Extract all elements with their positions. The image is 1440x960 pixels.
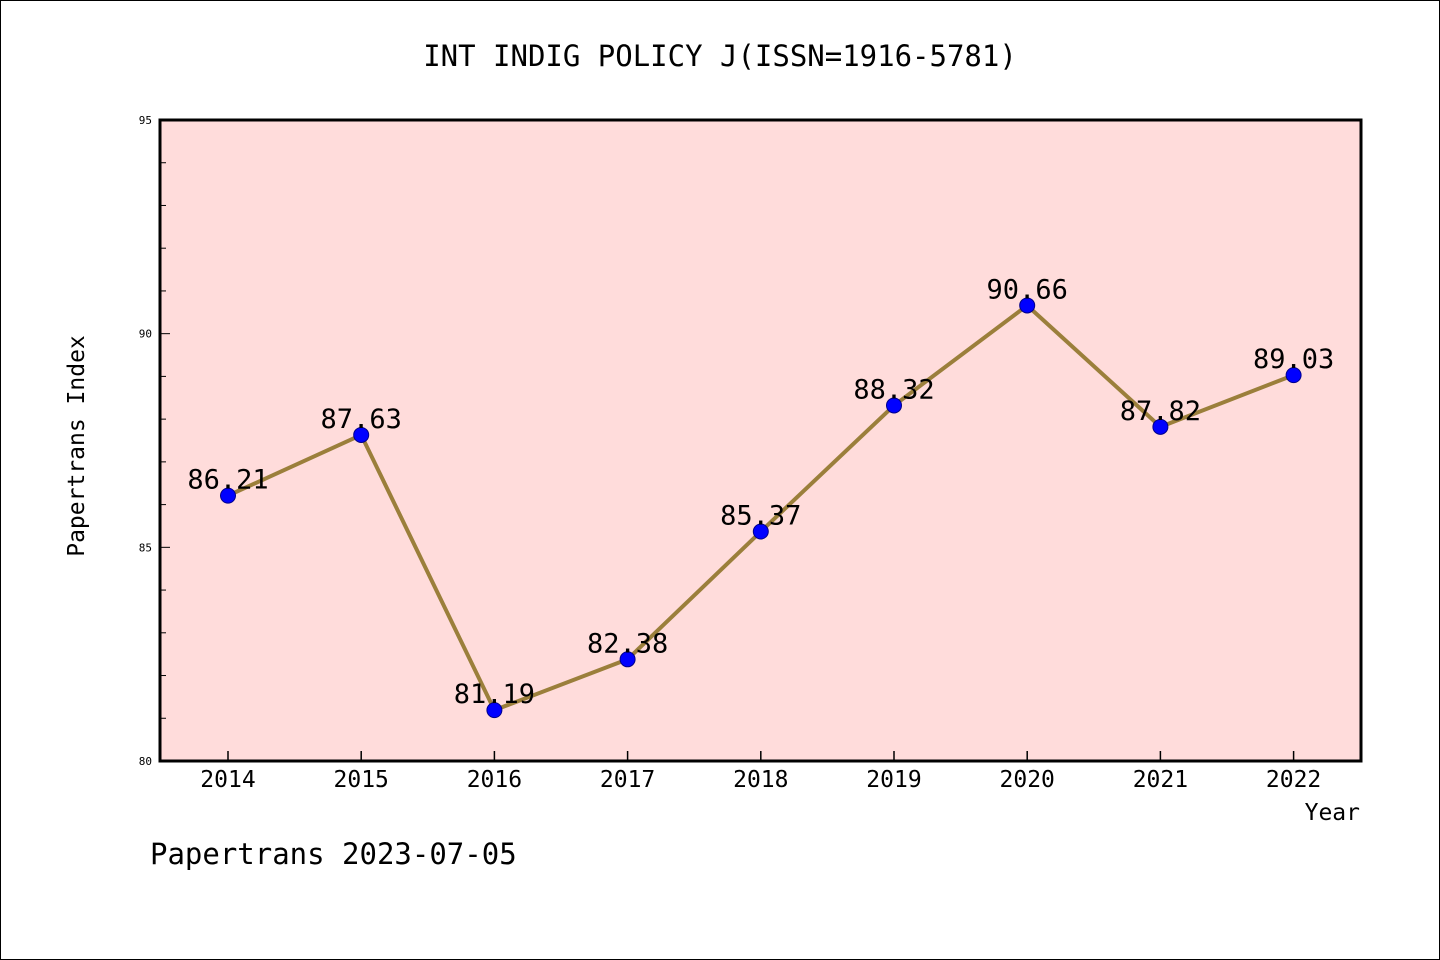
data-label: 87.82 — [1120, 396, 1201, 427]
data-label: 86.21 — [187, 465, 268, 496]
data-point — [1152, 418, 1169, 435]
x-tick-label: 2014 — [200, 767, 255, 793]
data-point — [619, 651, 636, 668]
data-point — [752, 523, 769, 540]
y-tick-label: 80 — [139, 755, 152, 768]
data-point — [353, 426, 370, 443]
data-label: 90.66 — [987, 274, 1068, 305]
x-axis-label: Year — [1305, 800, 1360, 826]
x-tick-label: 2020 — [1000, 767, 1055, 793]
data-point — [886, 397, 902, 414]
data-label: 81.19 — [454, 679, 535, 710]
x-axis: 2014 2015 2016 2017 2018 2019 2020 2021 2022 — [200, 751, 1321, 793]
data-label: 85.37 — [720, 501, 801, 532]
x-tick-label: 2015 — [334, 767, 389, 793]
x-tick-label: 2017 — [600, 767, 655, 793]
series-markers — [220, 297, 1302, 719]
data-point — [1285, 367, 1302, 384]
chart-title: INT INDIG POLICY J(ISSN=1916-5781) — [423, 39, 1017, 73]
data-label: 89.03 — [1253, 344, 1334, 375]
y-axis-label: Papertrans Index — [64, 335, 90, 557]
y-tick-label: 90 — [139, 328, 152, 341]
x-tick-label: 2021 — [1133, 767, 1188, 793]
x-tick-label: 2016 — [467, 767, 522, 793]
data-label: 87.63 — [321, 404, 402, 435]
data-point — [486, 702, 503, 719]
y-tick-label: 95 — [139, 114, 152, 127]
y-tick-label: 85 — [139, 541, 152, 554]
data-labels: 86.21 87.63 81.19 82.38 85.37 88.32 90.66 87.82… — [187, 274, 1334, 710]
plot-area — [158, 118, 1363, 763]
data-point — [220, 487, 236, 504]
data-point — [1019, 297, 1036, 314]
x-tick-label: 2019 — [866, 767, 921, 793]
x-tick-label: 2022 — [1266, 767, 1321, 793]
data-label: 82.38 — [587, 628, 668, 659]
y-axis: 80 85 90 95 — [139, 114, 170, 768]
footer-date-label: Papertrans 2023-07-05 — [150, 837, 517, 871]
data-label: 88.32 — [853, 374, 934, 405]
x-tick-label: 2018 — [733, 767, 788, 793]
